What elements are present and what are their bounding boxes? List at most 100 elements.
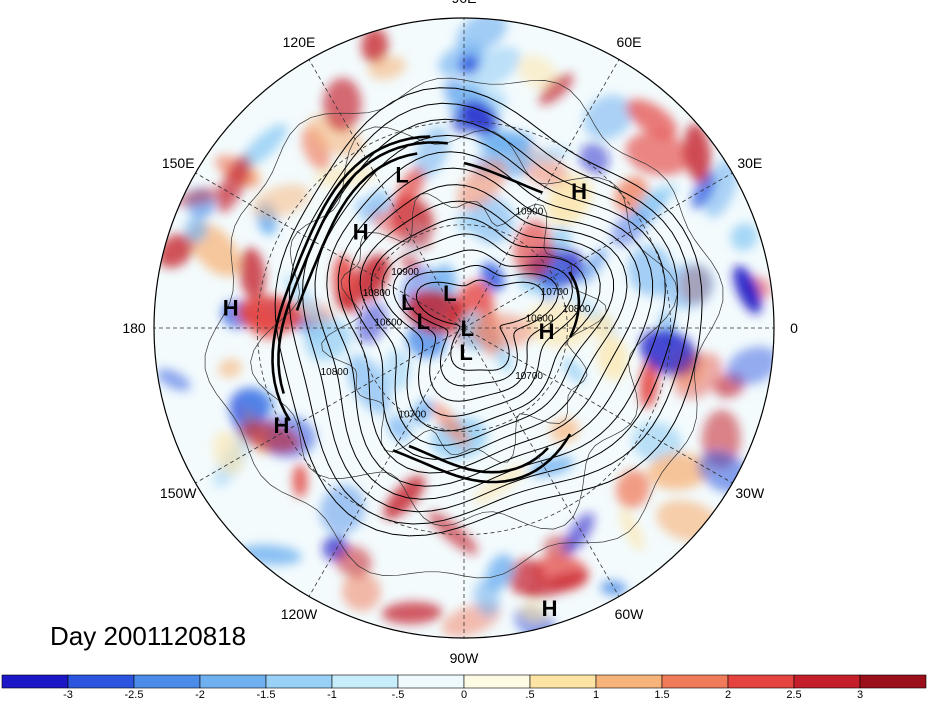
height-contour — [415, 279, 545, 371]
meridian-line — [195, 172, 465, 329]
jet-contour — [295, 152, 418, 311]
anomaly-blob — [647, 452, 710, 490]
colorbar-tick-label: -3 — [63, 689, 73, 701]
colorbar-swatch — [1, 674, 69, 689]
colorbar-tick-label: -2.5 — [125, 689, 144, 701]
longitude-label: 120E — [283, 34, 316, 50]
height-contour — [314, 134, 666, 500]
height-contour — [326, 151, 654, 487]
anomaly-blob — [562, 512, 595, 555]
colorbar-tick-label: -.5 — [392, 689, 405, 701]
anomaly-blob — [431, 402, 470, 448]
jet-contour — [463, 161, 543, 194]
anomaly-blob — [460, 100, 498, 135]
contour-label: 10800 — [363, 288, 391, 299]
longitude-label: 30E — [737, 155, 762, 171]
height-contour — [337, 167, 641, 474]
colorbar-tick-label: -1 — [327, 689, 337, 701]
meridian-line — [463, 327, 733, 484]
contour-label: 10800 — [563, 304, 591, 315]
high-pressure-label: H — [571, 179, 587, 204]
anomaly-blob — [361, 27, 389, 64]
colorbar-swatch — [661, 674, 729, 689]
colorbar-swatch — [595, 674, 663, 689]
map-boundary — [153, 17, 775, 639]
longitude-labels: 90E 60E 30E 0 30W 60W 90W 120W 150W 180 150E 120E — [122, 0, 798, 666]
anomaly-blob — [615, 469, 650, 509]
height-contour — [301, 118, 679, 513]
low-pressure-label: L — [443, 281, 456, 306]
longitude-label: 90E — [452, 0, 477, 6]
contour-label: 10700 — [515, 371, 543, 382]
anomaly-blob — [428, 511, 478, 555]
anomaly-blob — [473, 464, 527, 505]
longitude-label: 0 — [790, 320, 798, 336]
anomaly-blob — [637, 184, 677, 211]
anomaly-blob — [631, 421, 682, 464]
anomaly-blob — [550, 417, 580, 443]
low-pressure-label: L — [461, 316, 474, 341]
anomaly-blob — [168, 187, 228, 207]
anomaly-blob — [639, 358, 659, 409]
meridian-line — [463, 172, 733, 329]
longitude-label: 60E — [617, 34, 642, 50]
meridian-line — [463, 59, 620, 329]
longitude-label: 150E — [162, 155, 195, 171]
colorbar-tick-label: 2.5 — [786, 689, 801, 701]
anomaly-blob — [588, 313, 614, 338]
colorbar-tick-label: .5 — [525, 689, 534, 701]
jet-contour — [392, 433, 572, 484]
day-label: Day 2001120818 — [50, 621, 246, 651]
jet-contour — [408, 444, 549, 474]
anomaly-blob — [522, 146, 571, 164]
anomaly-blob — [600, 580, 627, 596]
colorbar-swatch — [67, 674, 135, 689]
anomaly-blob — [733, 265, 762, 314]
anomaly-blob — [322, 77, 362, 132]
contour-label: 10700 — [398, 410, 426, 421]
anomaly-blob — [673, 352, 723, 399]
colorbar-swatch — [793, 674, 861, 689]
anomaly-blob — [525, 571, 589, 599]
anomaly-blob — [480, 262, 505, 292]
anomaly-blob — [239, 420, 301, 453]
height-contour — [381, 233, 588, 417]
low-pressure-label: L — [417, 309, 430, 334]
anomaly-blob — [562, 358, 586, 383]
height-contour — [392, 249, 574, 402]
anomaly-blob — [319, 484, 365, 535]
low-pressure-label: L — [395, 163, 408, 188]
anomaly-blob — [217, 155, 251, 213]
anomaly-blob — [237, 295, 303, 334]
anomaly-blob — [579, 142, 610, 176]
colorbar-tick-label: 1.5 — [654, 689, 669, 701]
jet-contour — [271, 135, 431, 422]
anomaly-blob — [551, 226, 572, 250]
anomaly-blob — [213, 430, 244, 475]
anomaly-blob — [341, 572, 381, 612]
high-pressure-label: H — [542, 596, 558, 621]
colorbar-tick-label: 2 — [725, 689, 731, 701]
colorbar: -3 -2.5 -2 -1.5 -1 -.5 0 .5 1 1.5 2 2.5 3 — [1, 674, 927, 701]
anomaly-blob — [455, 210, 479, 234]
jet-contours — [271, 135, 581, 484]
meridian-line — [308, 327, 465, 597]
anomaly-blob — [726, 346, 774, 385]
low-pressure-label: L — [459, 340, 472, 365]
height-contour — [404, 265, 559, 387]
anomaly-blob — [626, 99, 678, 139]
height-contour — [370, 217, 601, 432]
height-contour — [359, 200, 615, 446]
anomaly-blob — [239, 247, 266, 300]
anomaly-blob — [305, 319, 352, 361]
longitude-label: 150W — [160, 485, 197, 501]
anomaly-blob — [156, 368, 191, 391]
height-contour — [288, 102, 691, 525]
colorbar-swatch — [727, 674, 795, 689]
contour-label: 10600 — [374, 317, 402, 328]
meridian-line — [463, 327, 620, 597]
anomaly-blob — [662, 263, 715, 309]
